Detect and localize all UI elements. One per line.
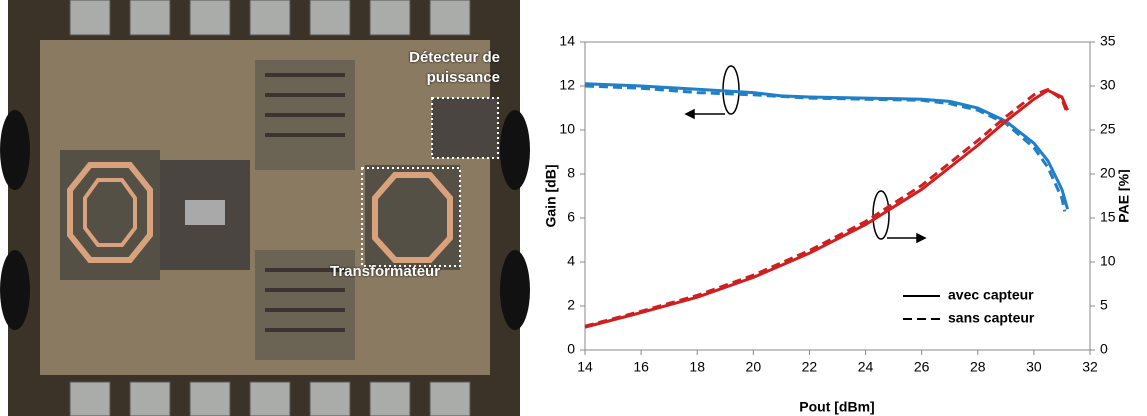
y-tick-label: 14 xyxy=(559,33,575,49)
y2-tick-label: 20 xyxy=(1100,165,1116,181)
x-tick-label: 32 xyxy=(1082,359,1098,375)
y-tick-label: 10 xyxy=(559,121,575,137)
y-tick-label: 2 xyxy=(567,297,575,313)
y-tick-label: 0 xyxy=(567,341,575,357)
x-tick-label: 14 xyxy=(577,359,593,375)
photo-label: Transformateur xyxy=(330,263,441,280)
x-tick-label: 20 xyxy=(746,359,762,375)
y2-tick-label: 35 xyxy=(1100,33,1116,49)
y2-tick-label: 15 xyxy=(1100,209,1116,225)
y2-tick-label: 10 xyxy=(1100,253,1116,269)
y-tick-label: 12 xyxy=(559,77,575,93)
chip-photo xyxy=(0,0,530,416)
x-tick-label: 22 xyxy=(802,359,818,375)
chart: Pout [dBm] Gain [dB] PAE [%] 14 16 18 20 22 2… xyxy=(543,33,1130,415)
annotation xyxy=(684,65,927,244)
photo-label: Détecteur de puissance xyxy=(409,49,500,86)
legend-label: avec capteur xyxy=(948,287,1034,303)
line-series xyxy=(584,84,1067,212)
line-series xyxy=(584,87,1069,328)
x-tick-label: 26 xyxy=(914,359,930,375)
y-axis-label: Gain [dB] xyxy=(543,165,559,228)
line-series xyxy=(584,82,1070,210)
x-tick-label: 18 xyxy=(689,359,705,375)
x-tick-label: 16 xyxy=(633,359,649,375)
y2-tick-label: 5 xyxy=(1100,297,1108,313)
y-tick-label: 8 xyxy=(567,165,575,181)
y2-tick-label: 30 xyxy=(1100,77,1116,93)
x-axis-label: Pout [dBm] xyxy=(799,399,874,415)
y2-axis-label: PAE [%] xyxy=(1116,169,1130,222)
y-tick-label: 4 xyxy=(567,253,575,269)
y2-tick-label: 0 xyxy=(1100,341,1108,357)
y2-tick-label: 25 xyxy=(1100,121,1116,137)
y-tick-label: 6 xyxy=(567,209,575,225)
plot-frame xyxy=(584,41,1091,351)
x-tick-label: 28 xyxy=(970,359,986,375)
x-tick-label: 24 xyxy=(858,359,874,375)
x-tick-label: 30 xyxy=(1026,359,1042,375)
legend-label: sans capteur xyxy=(948,310,1035,326)
